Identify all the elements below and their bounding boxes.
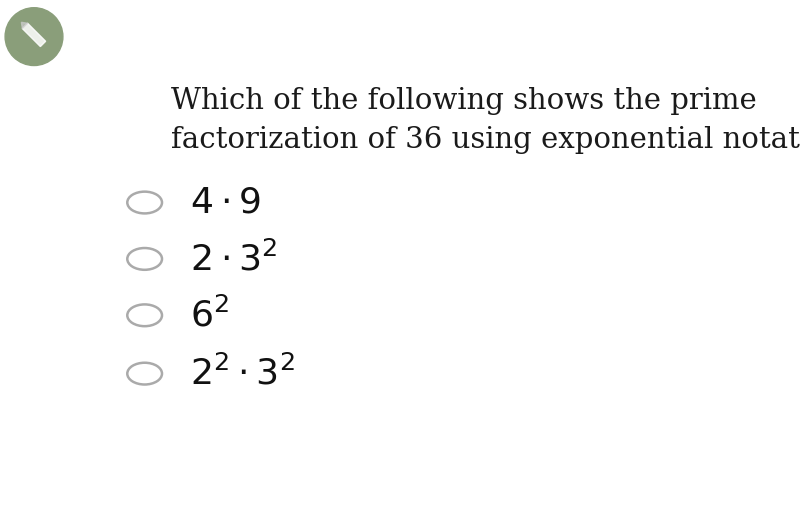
Text: Which of the following shows the prime: Which of the following shows the prime xyxy=(171,87,757,116)
Text: factorization of 36 using exponential notation?: factorization of 36 using exponential no… xyxy=(171,126,800,155)
Text: $4 \cdot 9$: $4 \cdot 9$ xyxy=(190,185,261,220)
Text: $6^2$: $6^2$ xyxy=(190,297,229,333)
Polygon shape xyxy=(22,22,28,29)
Circle shape xyxy=(5,8,63,66)
Text: $2^2 \cdot 3^2$: $2^2 \cdot 3^2$ xyxy=(190,356,295,392)
Text: $2 \cdot 3^2$: $2 \cdot 3^2$ xyxy=(190,241,278,277)
Polygon shape xyxy=(22,23,46,46)
